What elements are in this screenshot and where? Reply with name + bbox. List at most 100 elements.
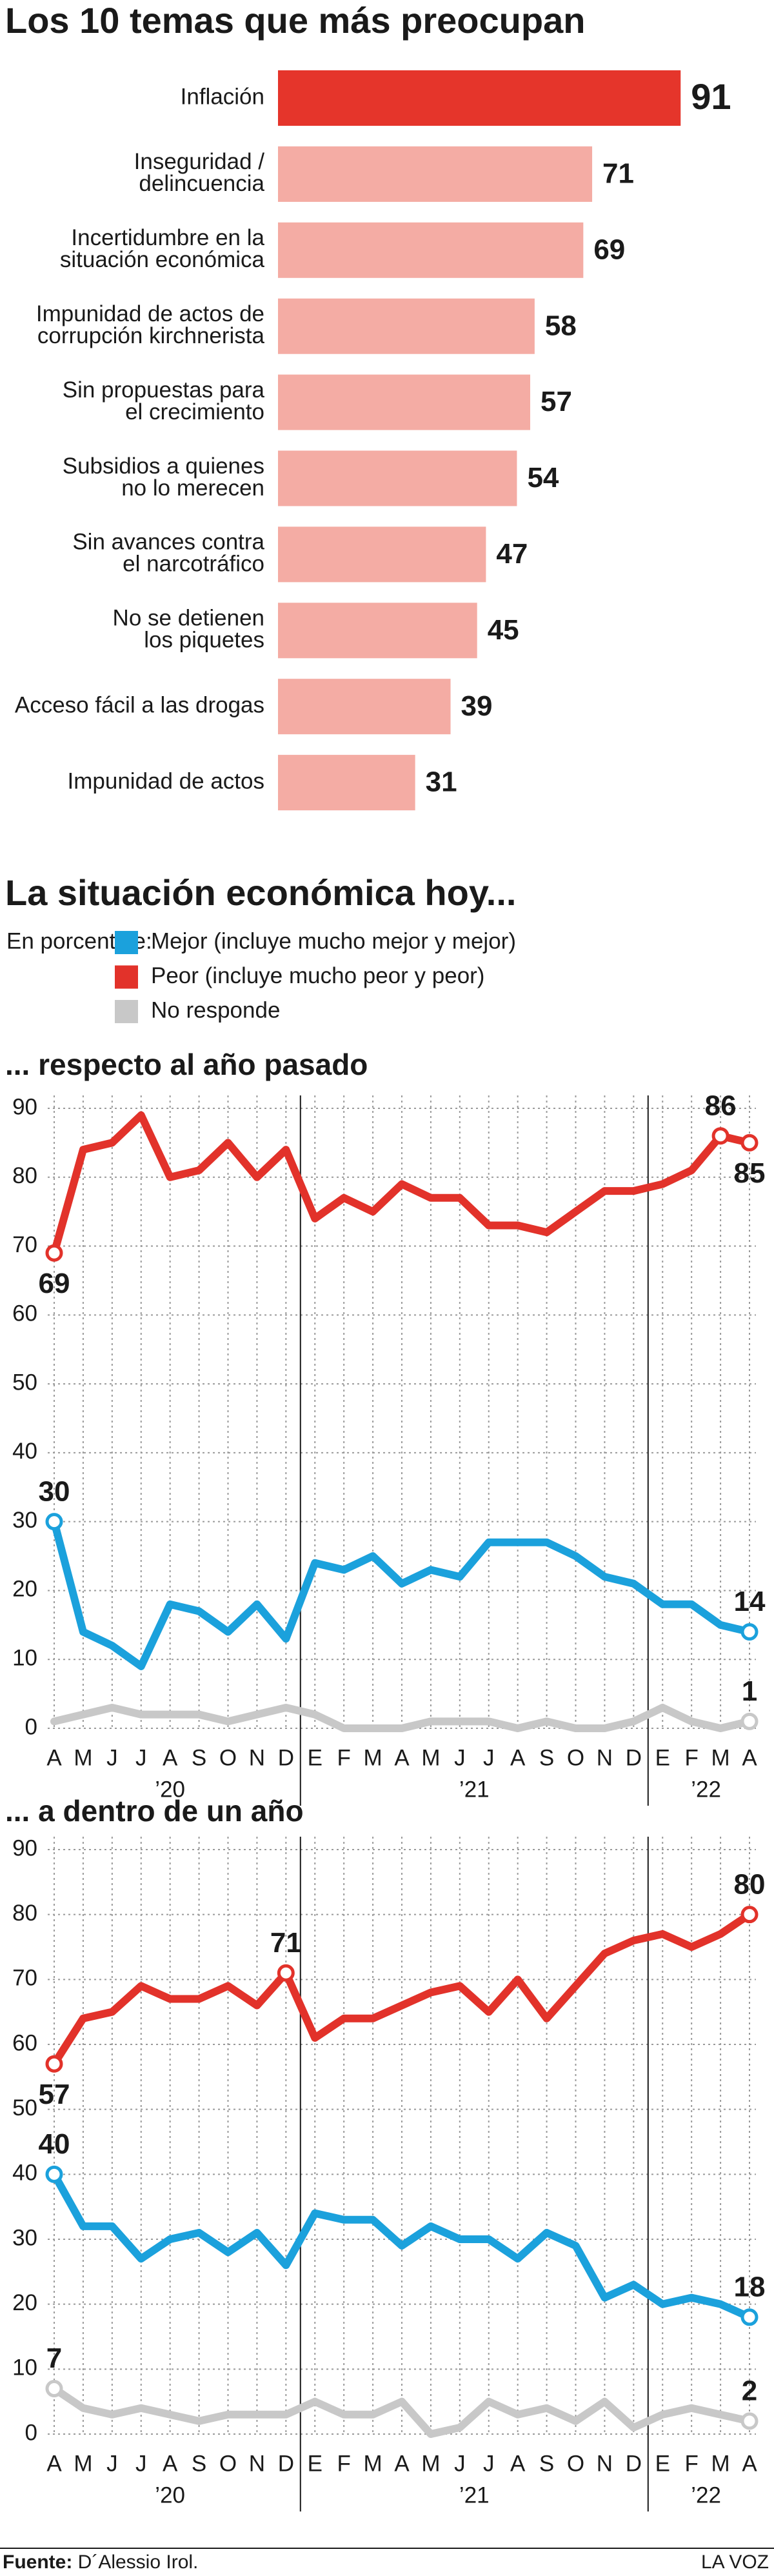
value-label: 69 xyxy=(593,234,625,265)
value-label: 71 xyxy=(602,158,634,190)
point-marker xyxy=(277,1964,295,1982)
brand: LA VOZ xyxy=(701,2551,769,2573)
bar xyxy=(278,755,415,811)
x-tick-label: E xyxy=(308,1745,322,1770)
x-tick-label: A xyxy=(163,1745,178,1770)
value-label: 69 xyxy=(39,1268,70,1299)
legend-swatch xyxy=(115,1000,138,1023)
category-label: Sin propuestas para xyxy=(63,377,265,403)
x-tick-label: N xyxy=(597,2451,613,2476)
value-label: 7 xyxy=(46,2342,62,2374)
x-group-label: ’21 xyxy=(459,1777,490,1802)
point-marker xyxy=(45,1513,63,1531)
x-group-label: ’20 xyxy=(155,1777,185,1802)
x-tick-label: N xyxy=(597,1745,613,1770)
chart-title: ... respecto al año pasado xyxy=(5,1048,368,1081)
value-label: 2 xyxy=(742,2375,757,2406)
category-label: el narcotráfico xyxy=(123,552,264,577)
x-tick-label: M xyxy=(364,2451,382,2476)
value-label: 39 xyxy=(461,690,493,722)
bar xyxy=(278,603,477,659)
point-marker xyxy=(740,1906,759,1924)
y-tick-label: 50 xyxy=(12,2095,37,2121)
series-line xyxy=(50,2170,753,2321)
section-title: La situación económica hoy... xyxy=(5,872,516,913)
value-label: 80 xyxy=(734,1868,766,1900)
source-label: Fuente: xyxy=(3,2551,72,2573)
bar xyxy=(278,146,593,202)
y-tick-label: 10 xyxy=(12,1645,37,1670)
y-tick-label: 10 xyxy=(12,2355,37,2381)
y-tick-label: 40 xyxy=(12,1439,37,1464)
category-label: delincuencia xyxy=(139,171,264,196)
x-tick-label: M xyxy=(711,2451,730,2476)
x-tick-label: A xyxy=(394,2451,410,2476)
x-group-label: ’20 xyxy=(155,2482,185,2508)
series-line xyxy=(50,2384,753,2438)
y-tick-label: 90 xyxy=(12,1835,37,1861)
y-tick-label: 0 xyxy=(25,1714,37,1739)
bar xyxy=(278,70,681,126)
x-tick-label: M xyxy=(364,1745,382,1770)
x-tick-label: M xyxy=(421,1745,440,1770)
series-line xyxy=(50,1111,753,1257)
x-tick-label: J xyxy=(454,1745,466,1770)
bar xyxy=(278,298,535,354)
y-tick-label: 80 xyxy=(12,1901,37,1926)
legend-swatch xyxy=(115,965,138,989)
y-tick-label: 30 xyxy=(12,1508,37,1533)
value-label: 1 xyxy=(742,1675,757,1707)
y-tick-label: 90 xyxy=(12,1094,37,1119)
value-label: 14 xyxy=(734,1586,766,1617)
category-label: Inflación xyxy=(181,84,264,109)
point-marker xyxy=(45,2165,63,2183)
value-label: 58 xyxy=(545,310,577,341)
y-tick-label: 80 xyxy=(12,1163,37,1188)
x-tick-label: D xyxy=(626,1745,642,1770)
value-label: 54 xyxy=(527,462,559,494)
x-tick-label: S xyxy=(192,2451,206,2476)
category-label: Subsidios a quienes xyxy=(63,454,264,479)
x-tick-label: A xyxy=(742,1745,757,1770)
category-label: Acceso fácil a las drogas xyxy=(15,692,264,717)
category-label: Impunidad de actos de xyxy=(36,301,264,326)
series-line xyxy=(50,1517,753,1670)
value-label: 40 xyxy=(39,2128,70,2160)
x-tick-label: E xyxy=(308,2451,322,2476)
category-label: Impunidad de actos xyxy=(68,768,264,794)
y-tick-label: 70 xyxy=(12,1966,37,1991)
point-marker xyxy=(45,2380,63,2398)
value-label: 57 xyxy=(541,386,572,417)
bar xyxy=(278,374,531,430)
x-group-label: ’21 xyxy=(459,2482,490,2508)
x-tick-label: M xyxy=(74,2451,92,2476)
bar xyxy=(278,679,451,735)
x-tick-label: E xyxy=(655,2451,670,2476)
point-marker xyxy=(45,1244,63,1262)
x-tick-label: E xyxy=(655,1745,670,1770)
x-group-label: ’22 xyxy=(691,2482,721,2508)
value-label: 86 xyxy=(705,1090,737,1121)
x-tick-label: J xyxy=(454,2451,466,2476)
y-tick-label: 60 xyxy=(12,2030,37,2055)
category-label: Sin avances contra xyxy=(72,530,264,555)
point-marker xyxy=(740,1623,759,1641)
value-label: 31 xyxy=(426,766,457,798)
value-label: 18 xyxy=(734,2271,766,2302)
bar xyxy=(278,526,486,583)
value-label: 47 xyxy=(496,538,528,570)
x-tick-label: F xyxy=(684,1745,698,1770)
category-label: Incertidumbre en la xyxy=(71,225,264,250)
x-group-label: ’22 xyxy=(691,1777,721,1802)
value-label: 91 xyxy=(691,76,731,117)
category-label: no lo merecen xyxy=(121,475,264,501)
x-tick-label: A xyxy=(163,2451,178,2476)
x-tick-label: N xyxy=(249,2451,265,2476)
value-label: 30 xyxy=(39,1475,70,1507)
source-text: D´Alessio Irol. xyxy=(78,2551,199,2573)
point-marker xyxy=(711,1127,729,1145)
x-tick-label: N xyxy=(249,1745,265,1770)
x-tick-label: A xyxy=(510,1745,526,1770)
chart-title: ... a dentro de un año xyxy=(5,1794,304,1828)
